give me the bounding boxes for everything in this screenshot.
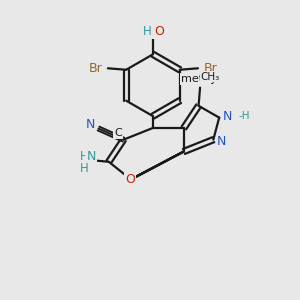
Text: O: O xyxy=(154,25,164,38)
Text: H: H xyxy=(80,150,89,163)
Text: H: H xyxy=(143,25,152,38)
Text: H: H xyxy=(80,162,89,175)
Text: N: N xyxy=(217,135,226,148)
Text: O: O xyxy=(125,173,135,186)
Text: C: C xyxy=(114,128,122,138)
Text: methyl: methyl xyxy=(181,74,220,84)
Text: N: N xyxy=(85,118,95,131)
Text: N: N xyxy=(223,110,232,123)
Text: -H: -H xyxy=(238,111,250,121)
Text: Br: Br xyxy=(203,62,217,75)
Text: N: N xyxy=(86,150,96,163)
Text: CH₃: CH₃ xyxy=(201,72,220,82)
Text: Br: Br xyxy=(89,62,102,75)
